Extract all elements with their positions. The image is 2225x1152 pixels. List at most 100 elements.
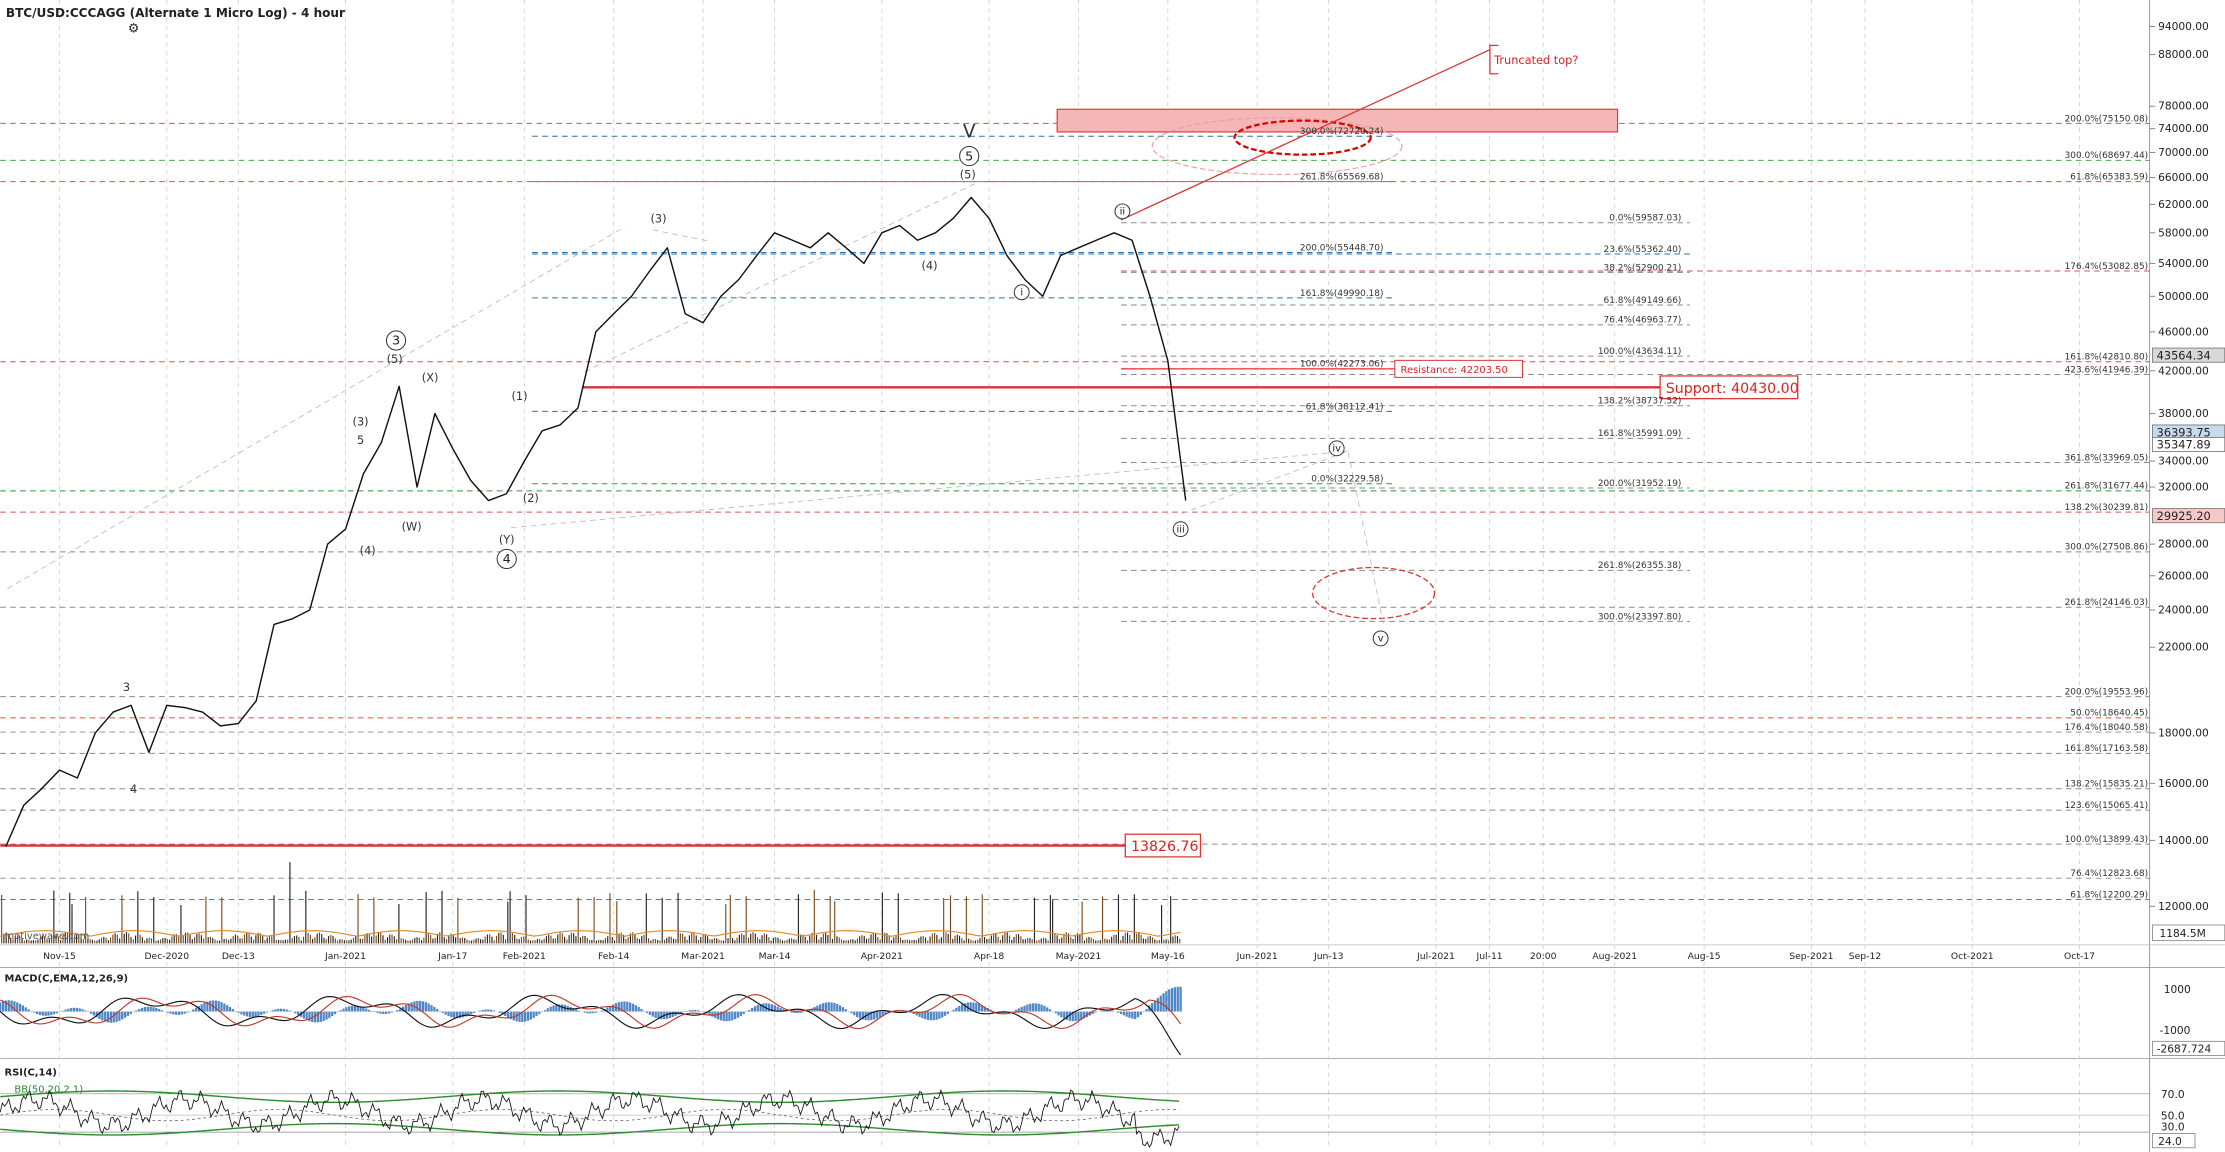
fib-label: 161.8%(17163.58) xyxy=(2065,744,2149,754)
fib-label: 200.0%(19553.96) xyxy=(2065,687,2149,697)
fib-label: 23.6%(55362.40) xyxy=(1604,245,1682,255)
x-tick-label: Jul-11 xyxy=(1476,951,1503,962)
x-tick-label: Jul-2021 xyxy=(1416,951,1455,962)
x-tick-label: 20:00 xyxy=(1530,951,1557,962)
x-tick-label: Dec-13 xyxy=(222,951,255,962)
fib-label: 423.6%(41946.39) xyxy=(2065,365,2149,375)
macd-signal xyxy=(0,993,1182,1030)
rsi-line xyxy=(0,1088,1180,1148)
volume-label: 1184.5M xyxy=(2160,927,2206,940)
y-tick-label: 22000.00 xyxy=(2158,641,2209,654)
wave-circle xyxy=(1172,521,1189,538)
wave-label: ii xyxy=(1120,207,1126,218)
decor-layer xyxy=(0,0,2150,1150)
y-tick-label: 34000.00 xyxy=(2158,455,2209,468)
wave-label: (3) xyxy=(353,415,369,429)
fib-label: 176.4%(18040.58) xyxy=(2065,723,2149,733)
fib-label: 161.8%(42810.80) xyxy=(2065,353,2149,363)
resistance-box xyxy=(1394,359,1524,378)
fib-label: 261.8%(26355.38) xyxy=(1598,561,1682,571)
truncated-pointer xyxy=(1120,49,1491,221)
watermark: motivewave.com xyxy=(4,931,89,942)
wave-circle xyxy=(496,548,517,570)
x-tick-label: Jan-17 xyxy=(437,951,467,962)
wave-label: (X) xyxy=(422,371,439,385)
fib-label: 100.0%(43634.11) xyxy=(1598,347,1682,357)
resistance-label: Resistance: 42203.50 xyxy=(1401,365,1508,376)
macd-marker: -2687.724 xyxy=(2157,1043,2212,1056)
wave-label: (2) xyxy=(523,491,539,505)
fib-label: 176.4%(53082.85) xyxy=(2065,262,2149,272)
chart-title: BTC/USD:CCCAGG (Alternate 1 Micro Log) -… xyxy=(6,6,345,20)
rsi-title: RSI(C,14) xyxy=(4,1067,56,1078)
x-tick-label: May-2021 xyxy=(1056,951,1102,962)
fib-label: 0.0%(32229.58) xyxy=(1311,475,1383,485)
y-tick-label: 28000.00 xyxy=(2158,538,2209,551)
wave-label: 3 xyxy=(123,680,130,694)
fib-label: 50.0%(18640.45) xyxy=(2070,709,2148,719)
low-box xyxy=(1124,833,1202,858)
rsi-marker: 24.0 xyxy=(2158,1135,2182,1148)
fib-label: 76.4%(12823.68) xyxy=(2070,869,2148,879)
fib-label: 300.0%(23397.80) xyxy=(1598,612,1682,622)
wave-circle xyxy=(959,145,980,167)
bb-title: BB(50,20,2.1) xyxy=(14,1084,83,1095)
x-tick-label: Sep-2021 xyxy=(1789,951,1833,962)
wave-circle xyxy=(1114,203,1131,220)
truncated-note: Truncated top? xyxy=(1493,53,1578,67)
x-tick-label: Mar-14 xyxy=(759,951,791,962)
x-tick-label: Apr-2021 xyxy=(861,951,903,962)
fib-label: 76.4%(46963.77) xyxy=(1604,316,1682,326)
fib-label: 300.0%(68697.44) xyxy=(2065,151,2149,161)
wave-label: 4 xyxy=(130,782,137,796)
fib-label: 61.8%(65383.59) xyxy=(2070,172,2148,182)
wave-label: (Y) xyxy=(499,532,515,546)
wave-label: 4 xyxy=(503,552,511,567)
fib-label: 200.0%(55448.70) xyxy=(1300,243,1384,253)
low-label: 13826.76 xyxy=(1131,839,1199,855)
wave-circle xyxy=(1328,440,1345,457)
wave-circle xyxy=(385,330,407,351)
y-tick-label: 18000.00 xyxy=(2158,726,2209,739)
y-tick-label: 66000.00 xyxy=(2158,171,2209,184)
macd-line xyxy=(0,993,1182,1056)
wave-label: iii xyxy=(1176,524,1184,535)
y-tick-label: 12000.00 xyxy=(2158,900,2209,913)
target-ellipse xyxy=(1233,119,1372,156)
wave-label: (4) xyxy=(921,259,937,273)
wave-label: (4) xyxy=(360,544,376,558)
fib-label: 300.0%(27508.86) xyxy=(2065,543,2149,553)
x-tick-label: Feb-14 xyxy=(598,951,630,962)
macd-tick: -1000 xyxy=(2160,1024,2191,1037)
wave-circle xyxy=(1372,630,1389,647)
wave-label: iv xyxy=(1332,444,1341,455)
y-tick-label: 14000.00 xyxy=(2158,834,2209,847)
settings-icon[interactable]: ⚙ xyxy=(128,22,139,37)
wave-label: 5 xyxy=(965,149,973,164)
fib-label: 300.0%(72720.24) xyxy=(1300,127,1384,137)
rsi-tick: 70.0 xyxy=(2161,1088,2185,1101)
y-tick-label: 70000.00 xyxy=(2158,146,2209,159)
fib-label: 200.0%(31952.19) xyxy=(1598,479,1682,489)
fib-label: 261.8%(65569.68) xyxy=(1300,172,1384,182)
target-ellipse-outer xyxy=(1151,117,1403,176)
fib-label: 0.0%(59587.03) xyxy=(1609,214,1681,224)
y-tick-label: 46000.00 xyxy=(2158,325,2209,338)
truncated-bracket xyxy=(1489,44,1499,75)
fib-label: 161.8%(35991.09) xyxy=(1598,429,1682,439)
wave-label: (3) xyxy=(650,212,666,226)
y-tick-label: 74000.00 xyxy=(2158,122,2209,135)
fib-label: 361.8%(33969.05) xyxy=(2065,453,2149,463)
y-tick-label: 78000.00 xyxy=(2158,100,2209,113)
wave-label: (5) xyxy=(387,352,403,366)
fib-label: 261.8%(31677.44) xyxy=(2065,482,2149,492)
volume-average xyxy=(0,930,1181,937)
y-tick-label: 38000.00 xyxy=(2158,407,2209,420)
fib-label: 138.2%(38737.52) xyxy=(1598,397,1682,407)
fib-label: 261.8%(24146.03) xyxy=(2065,598,2149,608)
x-tick-label: Oct-2021 xyxy=(1951,951,1994,962)
wave-label: i xyxy=(1020,288,1023,299)
y-tick-label: 58000.00 xyxy=(2158,226,2209,239)
